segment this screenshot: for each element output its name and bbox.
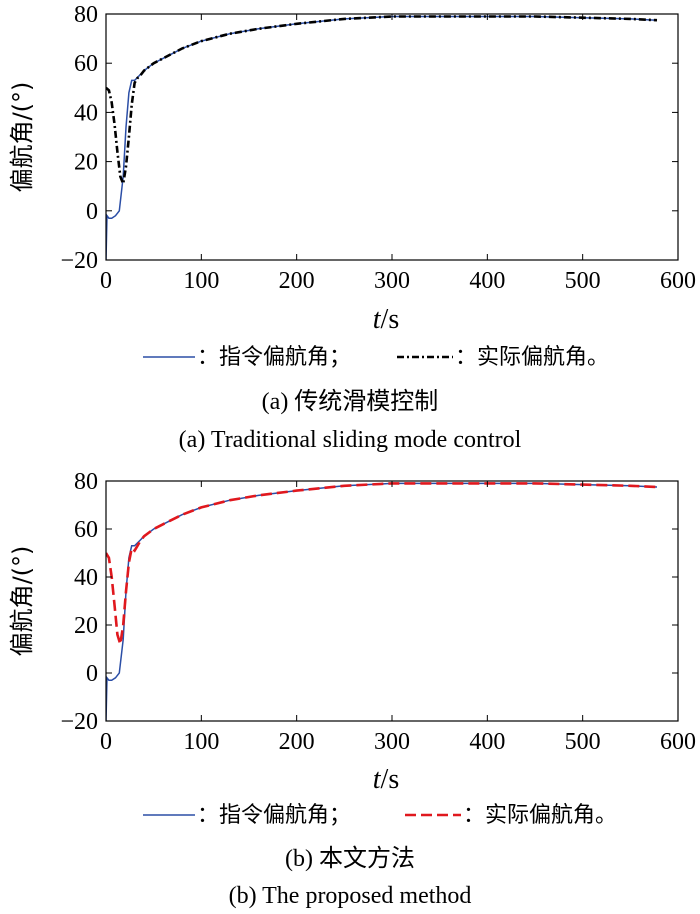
x-tick-label: 300	[374, 268, 410, 294]
y-tick-label: −20	[60, 709, 98, 735]
y-tick-label: −20	[60, 248, 98, 274]
y-tick-label: 20	[74, 150, 98, 176]
y-tick-label: 80	[74, 469, 98, 495]
caption-en: (a) Traditional sliding mode control	[179, 427, 522, 453]
y-tick-label: 0	[86, 661, 98, 687]
plot-frame	[105, 13, 679, 261]
x-tick-label: 200	[279, 729, 315, 755]
plot-frame	[105, 480, 679, 722]
y-tick-label: 20	[74, 613, 98, 639]
x-tick-label: 500	[565, 729, 601, 755]
y-axis-label: 偏航角/(°)	[8, 546, 36, 657]
legend-label-command: ：指令偏航角；	[197, 803, 351, 828]
x-axis-unit: /s	[381, 304, 400, 335]
chart-panel-a: 0 100 200 300 400 500 600−20020406080偏航角/(°)t/…	[8, 2, 696, 453]
x-axis-variable: t	[373, 304, 382, 335]
caption-en: (b) The proposed method	[229, 883, 472, 909]
x-tick-label: 300	[374, 729, 410, 755]
legend-label-command: ：指令偏航角；	[197, 345, 351, 370]
x-tick-label: 0	[100, 729, 112, 755]
x-tick-label: 400	[469, 729, 505, 755]
y-tick-label: 80	[74, 2, 98, 28]
caption-cn: (a) 传统滑模控制	[262, 388, 439, 415]
x-axis-unit: /s	[381, 764, 400, 795]
y-axis-label: 偏航角/(°)	[8, 82, 36, 193]
legend-label-actual: ：实际偏航角。	[463, 803, 617, 828]
chart-panel-b: 0 100 200 300 400 500 600−20020406080偏航角/(°)t/…	[8, 469, 696, 909]
series-line-actual-yaw	[106, 15, 658, 189]
y-tick-label: 40	[74, 100, 98, 126]
legend-label-actual: ：实际偏航角。	[455, 345, 609, 370]
x-tick-label: 400	[469, 268, 505, 294]
y-tick-label: 40	[74, 565, 98, 591]
x-tick-label: 500	[565, 268, 601, 294]
y-tick-label: 0	[86, 199, 98, 225]
series-line-command-yaw	[106, 15, 658, 260]
x-tick-label: 600	[660, 268, 696, 294]
x-tick-label: 100	[183, 729, 219, 755]
legend: ：指令偏航角； ：实际偏航角。	[143, 803, 617, 828]
x-axis-variable: t	[373, 764, 382, 795]
x-tick-label: 600	[660, 729, 696, 755]
caption-cn: (b) 本文方法	[285, 845, 415, 872]
x-tick-label: 0	[100, 268, 112, 294]
y-tick-label: 60	[74, 517, 98, 543]
x-tick-label: 100	[183, 268, 219, 294]
x-tick-label: 200	[279, 268, 315, 294]
legend: ：指令偏航角； ：实际偏航角。	[143, 345, 609, 370]
series-line-command-yaw	[106, 482, 658, 721]
series-line-actual-yaw	[106, 482, 658, 645]
x-axis-label: t/s	[373, 304, 399, 335]
y-tick-label: 60	[74, 51, 98, 77]
x-axis-label: t/s	[373, 764, 399, 795]
